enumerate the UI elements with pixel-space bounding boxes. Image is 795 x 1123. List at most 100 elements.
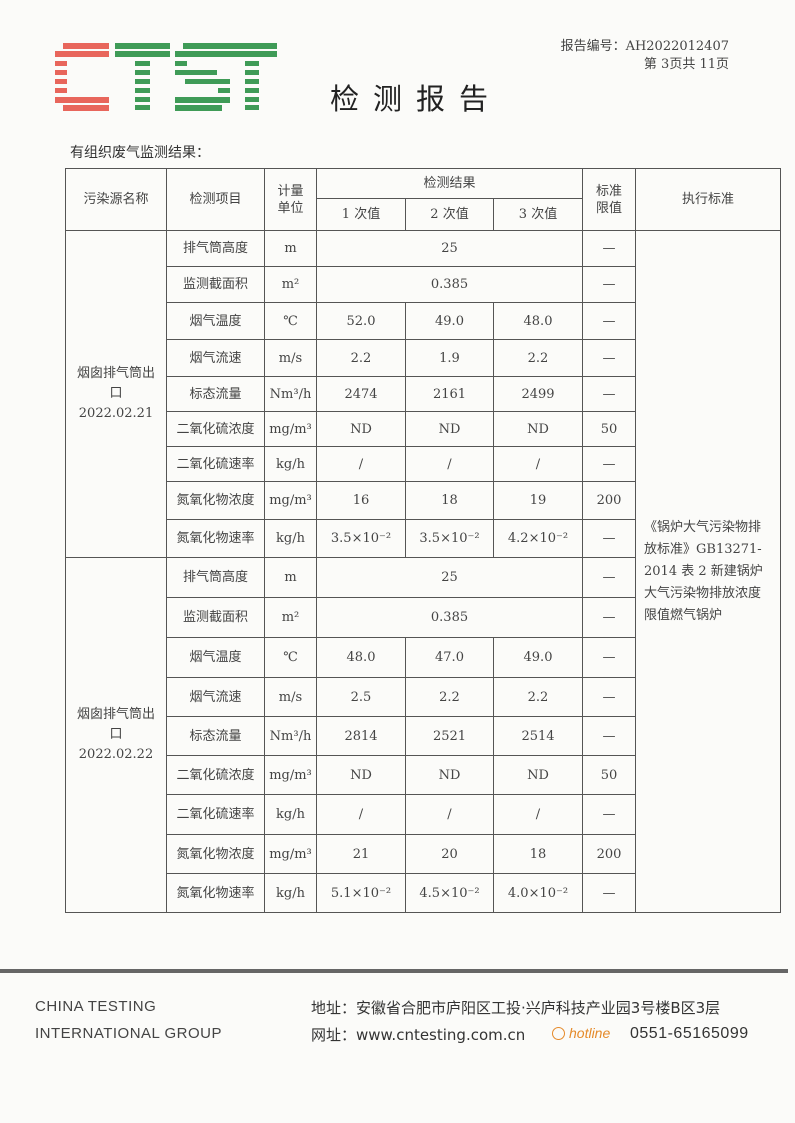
result-value-2: 2521 (405, 716, 494, 756)
table-row: 二氧化硫浓度 mg/m³ ND ND ND 50 (66, 755, 781, 795)
result-value-2: 2161 (405, 376, 494, 412)
result-value-1: 5.1×10⁻² (316, 873, 406, 913)
test-item: 标态流量 (166, 716, 265, 756)
website: 网址：www.cntesting.com.cn (311, 1026, 526, 1044)
table-row: 氮氧化物浓度 mg/m³ 16 18 19 200 (66, 481, 781, 520)
result-value-2: 47.0 (405, 637, 494, 678)
header-result-1: 1 次值 (316, 198, 406, 231)
test-item: 二氧化硫浓度 (166, 755, 265, 795)
table-row: 氮氧化物速率 kg/h 3.5×10⁻² 3.5×10⁻² 4.2×10⁻² — (66, 519, 781, 558)
standard-limit: — (582, 637, 636, 678)
unit: mg/m³ (264, 755, 317, 795)
unit: ℃ (264, 637, 317, 678)
test-item: 烟气温度 (166, 302, 265, 340)
result-value-2: 1.9 (405, 339, 494, 377)
standard-limit: — (582, 376, 636, 412)
result-value-2: ND (405, 755, 494, 795)
result-value-1: 2814 (316, 716, 406, 756)
company-name-en-2: INTERNATIONAL GROUP (35, 1025, 223, 1042)
unit: m/s (264, 677, 317, 717)
result-value-1: 21 (316, 834, 406, 874)
result-value-2: 18 (405, 481, 494, 520)
header-unit: 计量单位 (264, 168, 317, 231)
header-standard: 执行标准 (635, 168, 781, 231)
hotline-label: hotline (552, 1025, 610, 1041)
header-item: 检测项目 (166, 168, 265, 231)
company-name-en-1: CHINA TESTING (35, 998, 157, 1015)
unit: m² (264, 266, 317, 303)
report-info: 报告编号：AH2022012407 第 3页共 11页 (561, 38, 729, 74)
test-item: 氮氧化物速率 (166, 873, 265, 913)
result-value-2: ND (405, 411, 494, 447)
unit: Nm³/h (264, 716, 317, 756)
result-value-1: / (316, 794, 406, 835)
standard-limit: — (582, 519, 636, 558)
merged-value: 25 (316, 230, 583, 267)
unit: mg/m³ (264, 481, 317, 520)
unit: Nm³/h (264, 376, 317, 412)
report-number: 报告编号：AH2022012407 (560, 39, 729, 54)
table-row: 标态流量 Nm³/h 2474 2161 2499— (66, 376, 781, 412)
result-value-1: / (316, 446, 406, 482)
result-value-1: 16 (316, 481, 406, 520)
hotline-number: 0551-65165099 (630, 1025, 749, 1042)
result-value-3: 2.2 (493, 339, 583, 377)
result-value-1: 48.0 (316, 637, 406, 678)
result-value-1: 3.5×10⁻² (316, 519, 406, 558)
table-row: 标态流量 Nm³/h 2814 2521 2514— (66, 716, 781, 756)
test-item: 二氧化硫浓度 (166, 411, 265, 447)
document-title: 检测报告 (330, 82, 503, 116)
result-value-3: ND (493, 755, 583, 795)
standard-limit: — (582, 794, 636, 835)
unit: m (264, 557, 317, 598)
result-value-3: 18 (493, 834, 583, 874)
table-row: 氮氧化物速率 kg/h 5.1×10⁻² 4.5×10⁻² 4.0×10⁻² — (66, 873, 781, 913)
result-value-1: 2.2 (316, 339, 406, 377)
unit: m/s (264, 339, 317, 377)
unit: m² (264, 597, 317, 638)
standard-limit: — (582, 302, 636, 340)
ctst-logo (55, 43, 277, 111)
source-name: 烟囱排气筒出口 2022.02.21 (65, 230, 167, 558)
header-source: 污染源名称 (65, 168, 167, 231)
result-value-3: 48.0 (493, 302, 583, 340)
result-value-2: 3.5×10⁻² (405, 519, 494, 558)
test-item: 二氧化硫速率 (166, 794, 265, 835)
result-value-2: 49.0 (405, 302, 494, 340)
standard-limit: 50 (582, 755, 636, 795)
results-table: 污染源名称 检测项目 计量单位 检测结果 标准限值 执行标准 1 次值 2 次值… (65, 168, 781, 913)
merged-value: 0.385 (316, 597, 583, 638)
unit: kg/h (264, 794, 317, 835)
result-value-3: 49.0 (493, 637, 583, 678)
standard-limit: — (582, 266, 636, 303)
table-row: 烟囱排气筒出口 2022.02.22 排气筒高度 m 25— (65, 557, 781, 913)
unit: kg/h (264, 446, 317, 482)
standard-limit: — (582, 446, 636, 482)
test-item: 氮氧化物速率 (166, 519, 265, 558)
standard-limit: — (582, 873, 636, 913)
header-result-2: 2 次值 (405, 198, 494, 231)
header-results: 检测结果 (316, 168, 583, 199)
merged-value: 25 (316, 557, 583, 598)
merged-value: 0.385 (316, 266, 583, 303)
phone-icon (552, 1027, 565, 1040)
result-value-2: / (405, 794, 494, 835)
standard-limit: 200 (582, 481, 636, 520)
standard-limit: — (582, 339, 636, 377)
result-value-3: 19 (493, 481, 583, 520)
result-value-3: / (493, 794, 583, 835)
test-item: 烟气流速 (166, 339, 265, 377)
standard-limit: — (582, 597, 636, 638)
header-result-3: 3 次值 (493, 198, 583, 231)
unit: ℃ (264, 302, 317, 340)
result-value-1: 2474 (316, 376, 406, 412)
table-row: 二氧化硫速率 kg/h / / / — (66, 794, 781, 835)
table-row: 二氧化硫速率 kg/h / / / — (66, 446, 781, 482)
test-item: 烟气温度 (166, 637, 265, 678)
standard-limit: 50 (582, 411, 636, 447)
hotline-text: hotline (569, 1025, 611, 1041)
result-value-3: 2499 (493, 376, 583, 412)
test-item: 监测截面积 (166, 266, 265, 303)
test-item: 氮氧化物浓度 (166, 481, 265, 520)
test-item: 氮氧化物浓度 (166, 834, 265, 874)
